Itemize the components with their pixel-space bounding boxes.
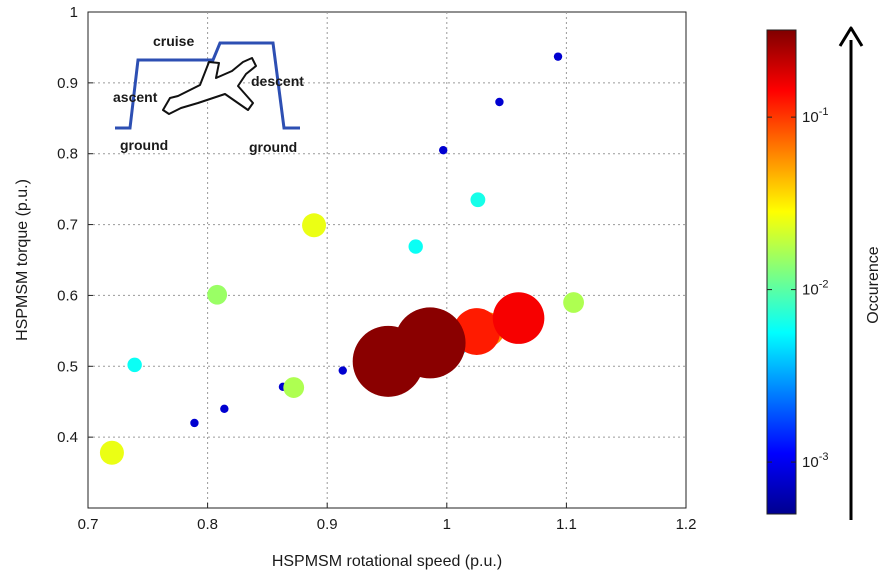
x-axis-ticks: 0.7 0.8 0.9 1 1.1 1.2 (78, 503, 697, 533)
flight-profile-line (115, 41, 300, 130)
inset-label-ascent: ascent (113, 89, 158, 105)
data-points (99, 52, 584, 465)
data-point (553, 52, 563, 61)
y-axis-ticks: 0.4 0.5 0.6 0.7 0.8 0.9 1 (57, 4, 93, 446)
x-tick-label: 0.9 (317, 516, 338, 533)
y-tick-label: 0.4 (57, 429, 78, 446)
data-point (127, 357, 142, 373)
data-point (563, 292, 584, 313)
data-point (492, 292, 545, 344)
data-point (408, 239, 423, 254)
occurrence-arrow (838, 26, 864, 520)
x-axis-label: HSPMSM rotational speed (p.u.) (272, 553, 502, 570)
inset-label-cruise: cruise (153, 33, 194, 49)
y-tick-label: 0.9 (57, 75, 78, 92)
inset-label-ground-right: ground (249, 139, 297, 155)
airplane-icon (162, 57, 257, 115)
plot-area (87, 11, 687, 509)
data-point (207, 284, 228, 305)
data-point (338, 366, 347, 375)
colorbar-tick-label: 10-1 (802, 106, 828, 126)
x-tick-label: 1 (443, 516, 451, 533)
data-point (495, 97, 504, 107)
y-tick-label: 0.5 (57, 358, 78, 375)
data-point (190, 418, 199, 428)
data-point (220, 404, 229, 413)
colorbar-tick-label: 10-2 (802, 279, 828, 299)
colorbar (766, 29, 797, 515)
y-tick-label: 0.6 (57, 287, 78, 304)
colorbar-ticks: 10-3 10-2 10-1 (767, 106, 828, 471)
inset-label-descent: descent (251, 73, 304, 89)
data-point (283, 377, 305, 398)
colorbar-label: Occurence (865, 246, 882, 323)
y-axis-label: HSPMSM torque (p.u.) (14, 179, 31, 341)
inset-label-ground-left: ground (120, 137, 168, 153)
flight-profile-inset: cruise ascent descent ground ground (113, 33, 304, 155)
colorbar-tick-label: 10-3 (802, 451, 828, 471)
data-point (439, 145, 448, 155)
data-point (302, 213, 327, 238)
x-tick-label: 0.7 (78, 516, 99, 533)
data-point (470, 192, 486, 208)
y-tick-label: 1 (70, 4, 78, 21)
y-tick-label: 0.7 (57, 217, 78, 234)
data-point (394, 307, 466, 379)
x-tick-label: 0.8 (197, 516, 218, 533)
x-tick-label: 1.2 (676, 516, 697, 533)
x-tick-label: 1.1 (556, 516, 577, 533)
data-point (99, 440, 124, 465)
y-tick-label: 0.8 (57, 146, 78, 163)
